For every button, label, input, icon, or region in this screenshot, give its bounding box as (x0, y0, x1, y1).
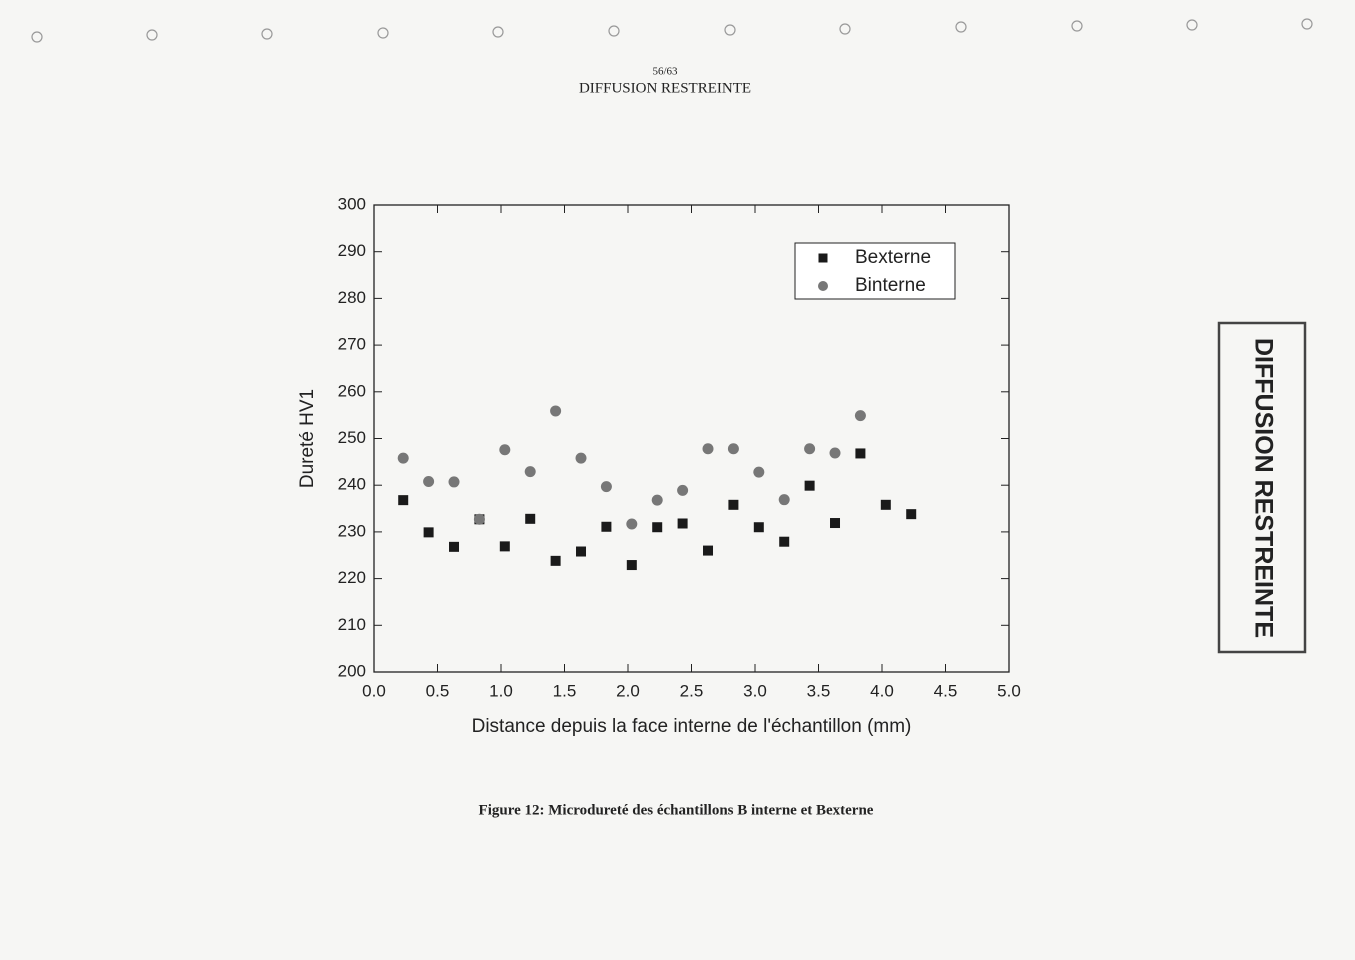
point (804, 443, 816, 455)
point (830, 518, 841, 529)
point (829, 447, 841, 459)
x-tick-label: 4.5 (934, 681, 958, 700)
y-tick-label: 300 (338, 194, 366, 213)
chart: 200 210 220 230 240 250 260 270 280 290 300 0.0 0.5 1… (297, 194, 1021, 737)
binder-holes (31, 18, 1313, 43)
x-tick-label: 1.5 (553, 681, 577, 700)
point (550, 405, 562, 417)
point (398, 495, 409, 506)
y-axis-label: Dureté HV1 (297, 389, 318, 488)
y-tick-label: 290 (338, 241, 366, 260)
x-tick-label: 2.5 (680, 681, 704, 700)
legend-marker (818, 281, 828, 291)
y-tick-label: 250 (338, 428, 366, 447)
point (702, 443, 714, 455)
point (753, 466, 765, 478)
y-tick-label: 200 (338, 661, 366, 680)
point (677, 518, 688, 529)
x-axis-label: Distance depuis la face interne de l'éch… (472, 716, 912, 737)
y-tick-label: 270 (338, 335, 366, 354)
point (703, 545, 714, 556)
point (651, 494, 663, 506)
y-tick-label: 240 (338, 475, 366, 494)
point (449, 541, 460, 552)
point (854, 410, 866, 422)
point (575, 452, 587, 464)
point (778, 494, 790, 506)
y-tick-label: 220 (338, 568, 366, 587)
point (576, 546, 587, 557)
x-tick-label: 3.0 (743, 681, 767, 700)
point (779, 536, 790, 547)
caption: Figure 12: Microdureté des échantillons … (479, 802, 874, 818)
point (524, 466, 536, 478)
point (499, 444, 511, 456)
x-tick-label: 5.0 (997, 681, 1021, 700)
point (423, 475, 435, 487)
point (804, 480, 815, 491)
point (906, 509, 917, 520)
classification: DIFFUSION RESTREINTE (579, 80, 751, 96)
stamp-box (1217, 321, 1307, 654)
x-tick-label: 1.0 (489, 681, 513, 700)
point (525, 513, 536, 524)
y-tick-label: 280 (338, 288, 366, 307)
y-tick-label: 230 (338, 521, 366, 540)
point (550, 555, 561, 566)
point (880, 499, 891, 510)
point (448, 476, 460, 488)
point (473, 513, 485, 525)
y-tick-label: 210 (338, 615, 366, 634)
legend-label: Binterne (855, 275, 926, 296)
point (601, 521, 612, 532)
point (652, 522, 663, 533)
point (855, 448, 866, 459)
x-tick-label: 0.0 (362, 681, 386, 700)
point (728, 499, 739, 510)
point (753, 522, 764, 533)
point (600, 481, 612, 493)
legend-marker (818, 253, 828, 263)
point (397, 452, 409, 464)
point (423, 527, 434, 538)
x-tick-label: 2.0 (616, 681, 640, 700)
page-number: 56/63 (652, 66, 678, 78)
x-tick-label: 0.5 (426, 681, 450, 700)
point (626, 518, 638, 530)
stamp: DIFFUSION RESTREINTE (1249, 338, 1277, 638)
legend-label: Bexterne (855, 247, 931, 268)
point (499, 541, 510, 552)
point (626, 560, 637, 571)
y-tick-label: 260 (338, 381, 366, 400)
x-tick-label: 4.0 (870, 681, 894, 700)
x-tick-label: 3.5 (807, 681, 831, 700)
point (677, 484, 689, 496)
point (727, 443, 739, 455)
